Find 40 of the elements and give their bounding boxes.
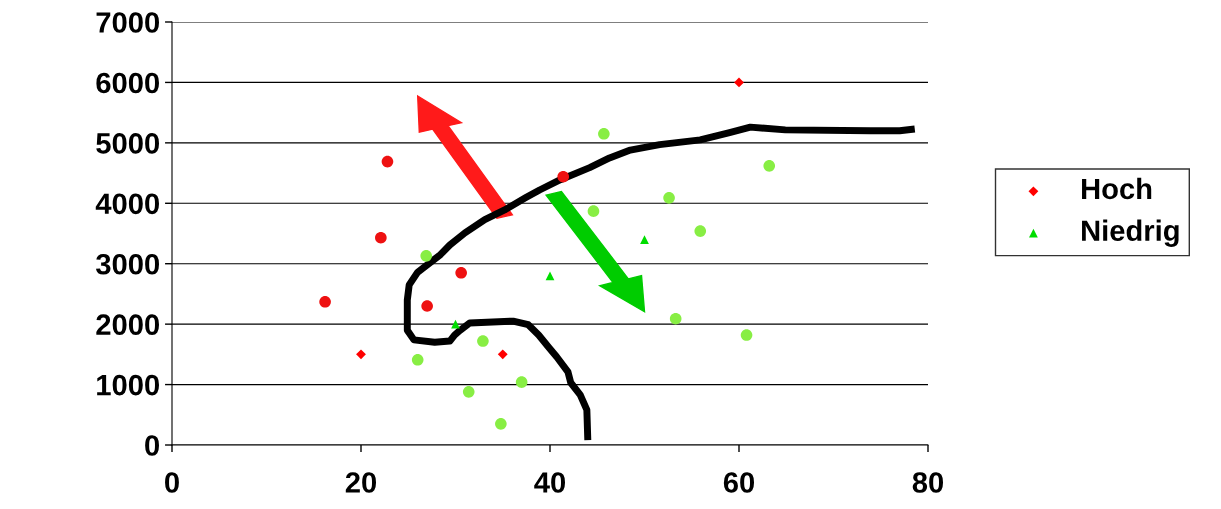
point bbox=[497, 349, 508, 360]
point bbox=[640, 235, 649, 244]
legend-label: Niedrig bbox=[1082, 219, 1179, 247]
point bbox=[740, 329, 753, 341]
point bbox=[763, 160, 776, 172]
y-tick-label: 6000 bbox=[96, 72, 160, 94]
point bbox=[319, 295, 331, 308]
point bbox=[663, 192, 675, 204]
point bbox=[545, 271, 555, 281]
y-tick-label: 1000 bbox=[97, 374, 160, 396]
y-tick-label: 0 bbox=[145, 435, 159, 456]
point bbox=[462, 386, 475, 398]
point bbox=[455, 266, 467, 279]
y-tick-label: 3000 bbox=[95, 253, 160, 275]
point bbox=[356, 349, 366, 360]
y-tick-label: 5000 bbox=[96, 133, 160, 154]
x-tick-label: 40 bbox=[534, 472, 566, 493]
x-tick-label: 60 bbox=[723, 472, 755, 493]
x-tick-label: 80 bbox=[912, 472, 944, 493]
point bbox=[381, 155, 394, 168]
x-tick-label: 20 bbox=[345, 472, 377, 493]
point bbox=[421, 300, 433, 312]
legend-label: Hoch bbox=[1082, 177, 1152, 200]
y-tick-label: 2000 bbox=[96, 314, 160, 335]
point bbox=[411, 353, 424, 366]
point bbox=[420, 250, 433, 262]
point bbox=[669, 312, 682, 325]
point bbox=[587, 205, 600, 217]
point bbox=[557, 170, 570, 183]
point bbox=[477, 335, 489, 347]
y-tick-label: 7000 bbox=[96, 12, 160, 33]
y-tick-label: 4000 bbox=[95, 193, 160, 215]
point bbox=[515, 376, 528, 388]
point bbox=[495, 418, 507, 430]
point bbox=[694, 225, 707, 237]
point bbox=[734, 77, 744, 88]
point bbox=[451, 319, 460, 329]
point bbox=[598, 127, 610, 140]
x-tick-label: 0 bbox=[165, 472, 179, 493]
point bbox=[375, 231, 387, 244]
